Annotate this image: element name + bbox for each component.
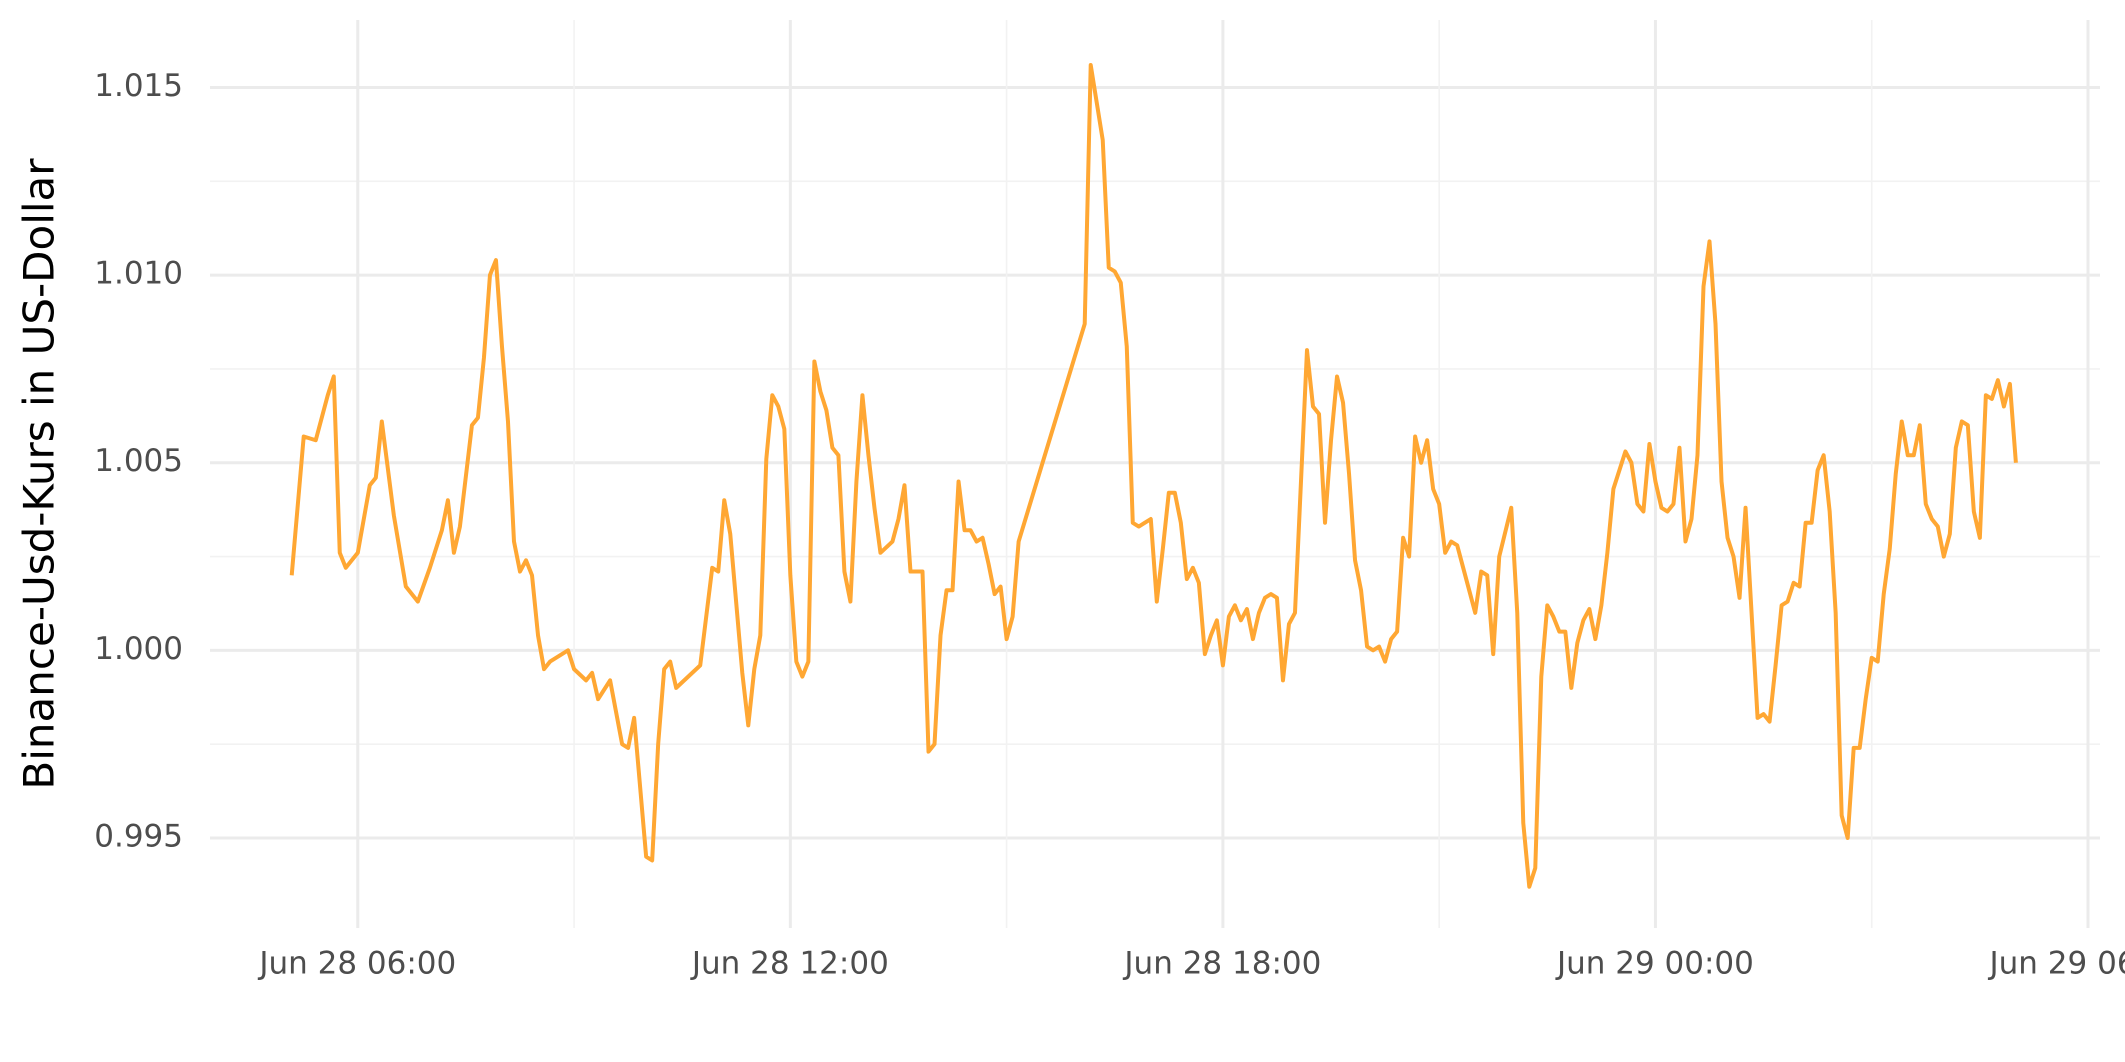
y-tick-label: 0.995 [94, 818, 183, 854]
y-tick-label: 1.005 [94, 443, 183, 479]
y-axis-title: Binance-Usd-Kurs in US-Dollar [15, 158, 64, 790]
x-tick-label: Jun 28 06:00 [257, 946, 456, 982]
x-tick-label: Jun 29 06:00 [1988, 946, 2125, 982]
y-tick-label: 1.010 [94, 256, 183, 292]
x-tick-label: Jun 28 18:00 [1122, 946, 1321, 982]
x-tick-label: Jun 28 12:00 [690, 946, 889, 982]
y-tick-label: 1.015 [94, 68, 183, 104]
plot [289, 63, 2018, 889]
line [289, 63, 2018, 889]
x-tick-label: Jun 29 00:00 [1555, 946, 1754, 982]
y-tick-label: 1.000 [94, 631, 183, 667]
